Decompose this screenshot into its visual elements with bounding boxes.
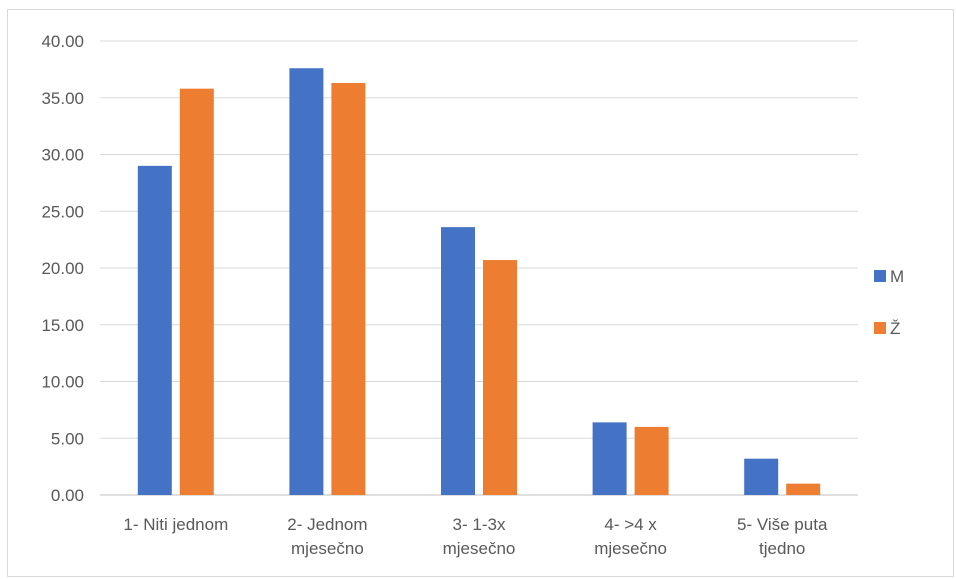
y-tick-label: 35.00 xyxy=(41,89,84,108)
bars xyxy=(137,68,821,496)
bar-ž xyxy=(331,82,366,496)
legend-swatch-ž xyxy=(874,322,886,334)
y-axis: 0.00 5.00 10.00 15.00 20.00 25.00 30.00 35.00 40… xyxy=(41,32,84,505)
y-tick-label: 0.00 xyxy=(51,486,84,505)
x-tick-label: 4- >4 x mjesečno xyxy=(594,515,667,558)
bar-ž xyxy=(483,260,517,495)
bar-m xyxy=(441,227,475,495)
x-axis: 1- Niti jednom 2- Jednom mjesečno 3- 1-3x mj… xyxy=(123,515,828,558)
legend-swatch-m xyxy=(874,270,886,282)
gridlines xyxy=(100,40,858,496)
bar-m xyxy=(289,68,324,496)
legend-label: Ž xyxy=(890,319,900,338)
bar-ž xyxy=(786,483,821,495)
x-tick-label: 1- Niti jednom xyxy=(123,515,228,534)
y-tick-label: 15.00 xyxy=(41,316,84,335)
y-tick-label: 20.00 xyxy=(41,259,84,278)
legend: MŽ xyxy=(874,267,904,338)
bar-m xyxy=(744,458,779,495)
y-tick-label: 30.00 xyxy=(41,146,84,165)
y-tick-label: 40.00 xyxy=(41,32,84,51)
x-tick-label: 5- Više puta tjedno xyxy=(737,515,828,558)
x-tick-label: 3- 1-3x mjesečno xyxy=(443,515,516,558)
y-tick-label: 25.00 xyxy=(41,202,84,221)
bar-ž xyxy=(634,426,669,495)
bar-ž xyxy=(179,88,214,496)
bar-m xyxy=(592,422,627,495)
y-tick-label: 5.00 xyxy=(51,429,84,448)
x-tick-label: 2- Jednom mjesečno xyxy=(287,515,367,558)
bar-m xyxy=(137,165,172,495)
y-tick-label: 10.00 xyxy=(41,373,84,392)
legend-label: M xyxy=(890,267,904,286)
